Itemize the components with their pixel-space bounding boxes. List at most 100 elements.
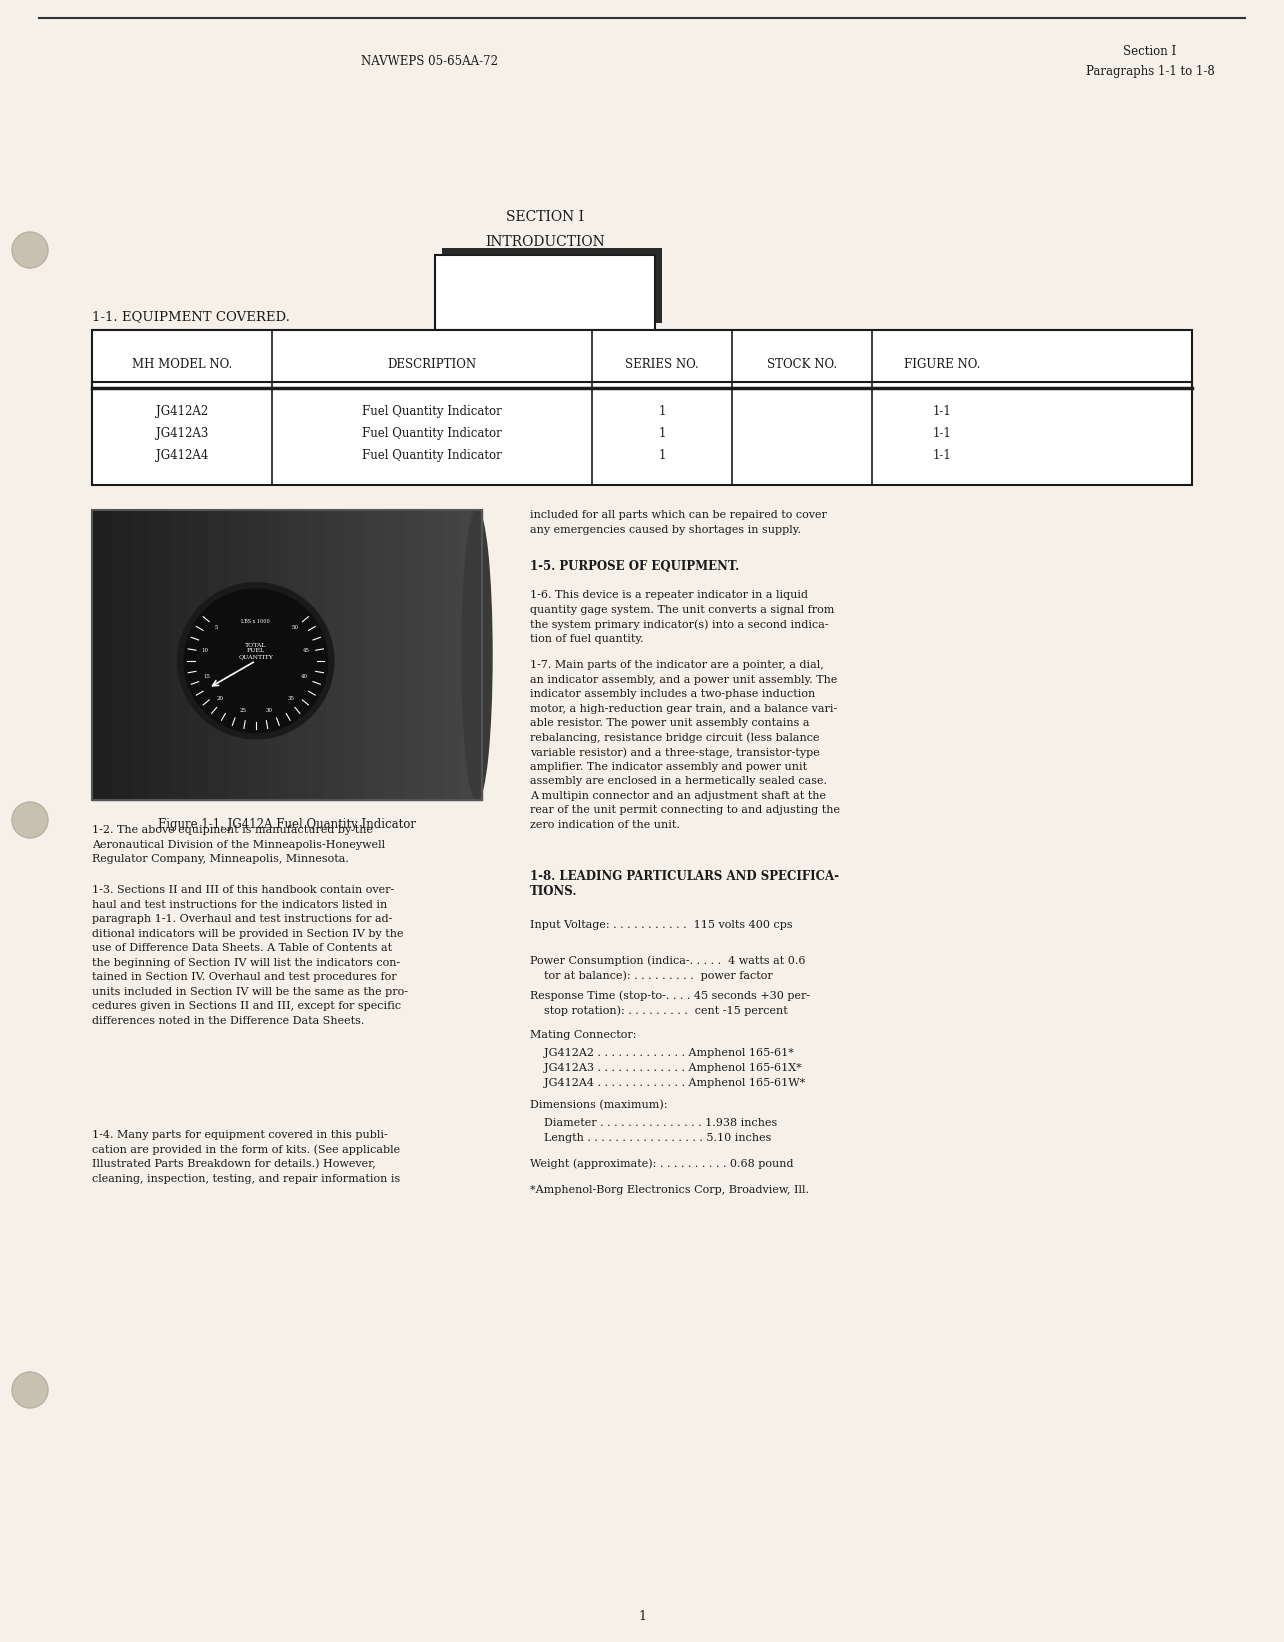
Text: 10: 10	[202, 649, 209, 654]
Text: MH MODEL NO.: MH MODEL NO.	[132, 358, 232, 371]
Circle shape	[177, 583, 334, 739]
Text: Fuel Quantity Indicator: Fuel Quantity Indicator	[362, 427, 502, 440]
Text: cleaning, inspection, testing, and repair information is: cleaning, inspection, testing, and repai…	[92, 1174, 401, 1184]
Text: JG412A4 . . . . . . . . . . . . . Amphenol 165-61W*: JG412A4 . . . . . . . . . . . . . Amphen…	[530, 1079, 805, 1089]
Text: TOTAL
FUEL
QUANTITY: TOTAL FUEL QUANTITY	[239, 642, 273, 658]
Text: LBS x 1000: LBS x 1000	[241, 619, 270, 624]
Text: Weight (approximate): . . . . . . . . . . 0.68 pound: Weight (approximate): . . . . . . . . . …	[530, 1158, 794, 1169]
Text: included for all parts which can be repaired to cover: included for all parts which can be repa…	[530, 511, 827, 521]
Text: Figure 1-1. JG412A Fuel Quantity Indicator: Figure 1-1. JG412A Fuel Quantity Indicat…	[158, 818, 416, 831]
Text: motor, a high-reduction gear train, and a balance vari-: motor, a high-reduction gear train, and …	[530, 703, 837, 714]
Text: *Amphenol-Borg Electronics Corp, Broadview, Ill.: *Amphenol-Borg Electronics Corp, Broadvi…	[530, 1186, 809, 1195]
Text: differences noted in the Difference Data Sheets.: differences noted in the Difference Data…	[92, 1015, 365, 1026]
Text: Length . . . . . . . . . . . . . . . . . 5.10 inches: Length . . . . . . . . . . . . . . . . .…	[530, 1133, 772, 1143]
Text: SERIES NO.: SERIES NO.	[625, 358, 698, 371]
Circle shape	[12, 232, 48, 268]
Text: indicator assembly includes a two-phase induction: indicator assembly includes a two-phase …	[530, 690, 815, 699]
Bar	[267, 511, 288, 800]
Text: the beginning of Section IV will list the indicators con-: the beginning of Section IV will list th…	[92, 957, 401, 967]
Text: units included in Section IV will be the same as the pro-: units included in Section IV will be the…	[92, 987, 408, 997]
Text: amplifier. The indicator assembly and power unit: amplifier. The indicator assembly and po…	[530, 762, 808, 772]
Text: 1-4. Many parts for equipment covered in this publi-: 1-4. Many parts for equipment covered in…	[92, 1130, 388, 1140]
Ellipse shape	[462, 511, 492, 800]
FancyBboxPatch shape	[92, 511, 481, 800]
Bar	[307, 511, 326, 800]
Text: JG412A4: JG412A4	[155, 448, 208, 461]
Bar	[288, 511, 307, 800]
Text: tained in Section IV. Overhaul and test procedures for: tained in Section IV. Overhaul and test …	[92, 972, 397, 982]
Text: Regulator Company, Minneapolis, Minnesota.: Regulator Company, Minneapolis, Minnesot…	[92, 854, 349, 864]
Circle shape	[184, 589, 327, 732]
Text: paragraph 1-1. Overhaul and test instructions for ad-: paragraph 1-1. Overhaul and test instruc…	[92, 915, 393, 924]
Text: stop rotation): . . . . . . . . .  cent -15 percent: stop rotation): . . . . . . . . . cent -…	[530, 1005, 788, 1015]
Text: haul and test instructions for the indicators listed in: haul and test instructions for the indic…	[92, 900, 388, 910]
Text: 1-1: 1-1	[932, 427, 951, 440]
Bar	[365, 511, 384, 800]
Bar	[345, 511, 365, 800]
Text: Response Time (stop-to-. . . . 45 seconds +30 per-: Response Time (stop-to-. . . . 45 second…	[530, 990, 810, 1000]
Text: Dimensions (maximum):: Dimensions (maximum):	[530, 1100, 668, 1110]
Bar	[92, 330, 1192, 484]
Text: 1-5. PURPOSE OF EQUIPMENT.: 1-5. PURPOSE OF EQUIPMENT.	[530, 560, 740, 573]
Bar	[209, 511, 229, 800]
Text: cedures given in Sections II and III, except for specific: cedures given in Sections II and III, ex…	[92, 1002, 401, 1011]
Text: DESCRIPTION: DESCRIPTION	[388, 358, 476, 371]
Text: 30: 30	[265, 708, 272, 713]
Text: INTRODUCTION: INTRODUCTION	[485, 235, 605, 250]
Text: JG412A2: JG412A2	[155, 406, 208, 419]
Text: JG412A3 . . . . . . . . . . . . . Amphenol 165-61X*: JG412A3 . . . . . . . . . . . . . Amphen…	[530, 1062, 801, 1072]
Text: quantity gage system. The unit converts a signal from: quantity gage system. The unit converts …	[530, 604, 835, 614]
Text: Section I: Section I	[1124, 44, 1176, 57]
Text: use of Difference Data Sheets. A Table of Contents at: use of Difference Data Sheets. A Table o…	[92, 943, 392, 952]
Bar	[190, 511, 209, 800]
Text: JG412A2 . . . . . . . . . . . . . Amphenol 165-61*: JG412A2 . . . . . . . . . . . . . Amphen…	[530, 1048, 794, 1057]
Text: Fuel Quantity Indicator: Fuel Quantity Indicator	[362, 406, 502, 419]
Text: 1: 1	[659, 448, 665, 461]
Text: Power Consumption (indica-. . . . .  4 watts at 0.6: Power Consumption (indica-. . . . . 4 wa…	[530, 956, 805, 965]
Text: Input Voltage: . . . . . . . . . . .  115 volts 400 cps: Input Voltage: . . . . . . . . . . . 115…	[530, 920, 792, 929]
Text: TIONS.: TIONS.	[530, 885, 578, 898]
Bar	[404, 511, 424, 800]
Text: 35: 35	[288, 696, 294, 701]
Text: rear of the unit permit connecting to and adjusting the: rear of the unit permit connecting to an…	[530, 805, 840, 814]
Text: 1-1: 1-1	[932, 406, 951, 419]
Text: Mating Connector:: Mating Connector:	[530, 1030, 637, 1039]
Bar	[112, 511, 131, 800]
Text: 1: 1	[638, 1611, 646, 1622]
Text: cation are provided in the form of kits. (See applicable: cation are provided in the form of kits.…	[92, 1144, 401, 1154]
Bar	[443, 511, 462, 800]
Text: NAVWEPS 05-65AA-72: NAVWEPS 05-65AA-72	[362, 54, 498, 67]
Text: 1-2. The above equipment is manufactured by the: 1-2. The above equipment is manufactured…	[92, 824, 372, 836]
Text: 50: 50	[291, 626, 299, 631]
Circle shape	[12, 801, 48, 837]
Text: 25: 25	[239, 708, 247, 713]
Bar	[150, 511, 169, 800]
Text: SECTION I: SECTION I	[506, 210, 584, 223]
Text: 1-3. Sections II and III of this handbook contain over-: 1-3. Sections II and III of this handboo…	[92, 885, 394, 895]
Text: the system primary indicator(s) into a second indica-: the system primary indicator(s) into a s…	[530, 619, 828, 629]
Text: 45: 45	[303, 649, 309, 654]
Text: 15: 15	[203, 673, 211, 680]
Bar	[424, 511, 443, 800]
Text: JG412A3: JG412A3	[155, 427, 208, 440]
Text: Illustrated Parts Breakdown for details.) However,: Illustrated Parts Breakdown for details.…	[92, 1159, 376, 1169]
Text: Aeronautical Division of the Minneapolis-Honeywell: Aeronautical Division of the Minneapolis…	[92, 839, 385, 849]
Text: zero indication of the unit.: zero indication of the unit.	[530, 819, 679, 829]
Circle shape	[12, 1373, 48, 1407]
Text: 1-8. LEADING PARTICULARS AND SPECIFICA-: 1-8. LEADING PARTICULARS AND SPECIFICA-	[530, 870, 838, 883]
Text: STOCK NO.: STOCK NO.	[767, 358, 837, 371]
Bar	[92, 511, 112, 800]
Text: rebalancing, resistance bridge circuit (less balance: rebalancing, resistance bridge circuit (…	[530, 732, 819, 744]
Text: able resistor. The power unit assembly contains a: able resistor. The power unit assembly c…	[530, 718, 809, 727]
FancyBboxPatch shape	[435, 255, 655, 330]
Text: 1-7. Main parts of the indicator are a pointer, a dial,: 1-7. Main parts of the indicator are a p…	[530, 660, 824, 670]
Text: any emergencies caused by shortages in supply.: any emergencies caused by shortages in s…	[530, 524, 801, 535]
Text: 1: 1	[659, 406, 665, 419]
Text: assembly are enclosed in a hermetically sealed case.: assembly are enclosed in a hermetically …	[530, 777, 827, 787]
Text: an indicator assembly, and a power unit assembly. The: an indicator assembly, and a power unit …	[530, 675, 837, 685]
Text: 1-1. EQUIPMENT COVERED.: 1-1. EQUIPMENT COVERED.	[92, 310, 290, 323]
Text: 1-1: 1-1	[932, 448, 951, 461]
Bar	[169, 511, 190, 800]
Text: variable resistor) and a three-stage, transistor-type: variable resistor) and a three-stage, tr…	[530, 747, 819, 757]
Text: FIGURE NO.: FIGURE NO.	[904, 358, 980, 371]
